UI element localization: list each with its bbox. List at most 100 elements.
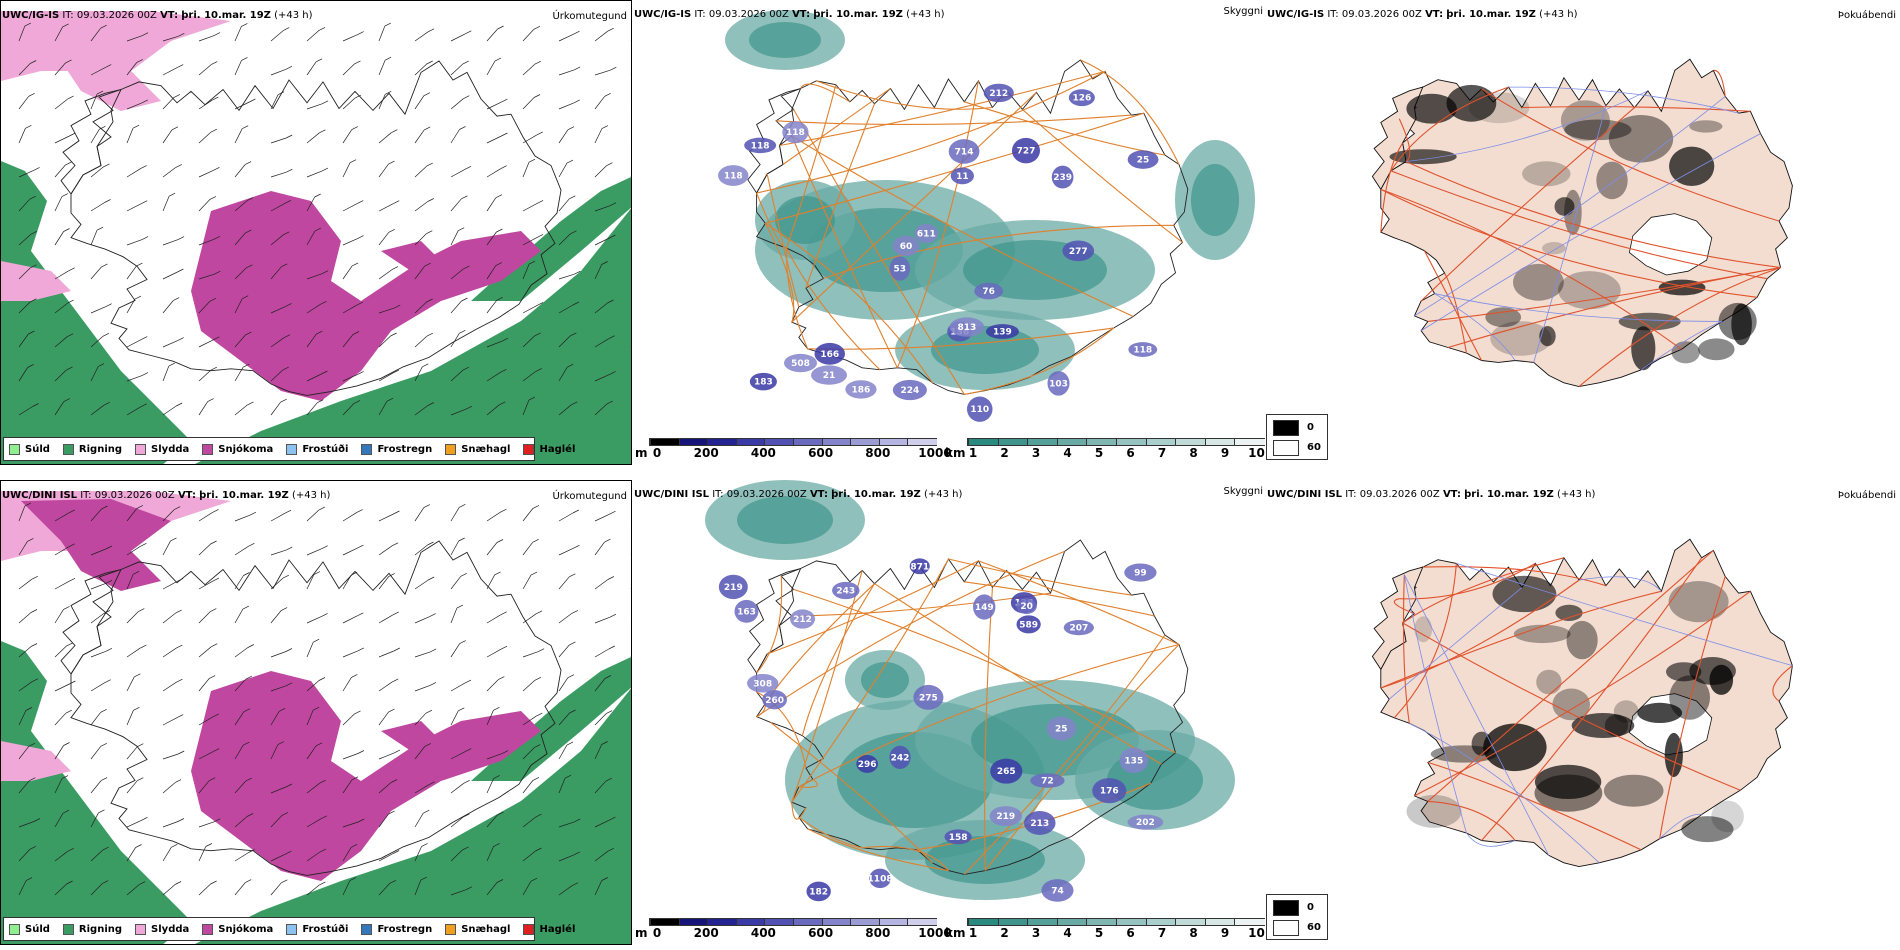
cloud-base-label: 118 <box>751 141 770 151</box>
wind-barbs <box>18 502 631 896</box>
ceiling-colorbar-segment <box>735 919 766 925</box>
visibility-tick-label: 7 <box>1157 446 1167 460</box>
cloud-base-blob <box>749 372 777 391</box>
fog-legend-swatch <box>1273 440 1299 456</box>
fog-blob <box>1689 120 1723 133</box>
rain-area-south <box>195 208 631 464</box>
legend-swatch <box>523 443 535 455</box>
fog-legend-swatch <box>1273 900 1299 916</box>
fog-map <box>1371 58 1793 388</box>
panel-header: UWC/DINI ISL IT: 09.03.2026 00Z VT: þri.… <box>2 490 330 501</box>
fog-blob <box>1406 93 1457 124</box>
it-label: IT: <box>80 490 92 501</box>
cloud-base-label: 76 <box>982 287 995 297</box>
fog-blob <box>1492 575 1557 613</box>
coastline-westfjords <box>747 567 802 674</box>
visibility-colorbar-segment <box>1027 439 1058 445</box>
sleet-area-west <box>1 741 71 781</box>
cloud-base-label: 813 <box>957 323 976 333</box>
it-label: IT: <box>712 489 724 500</box>
fog-blob <box>1604 714 1629 737</box>
cloud-base-label: 176 <box>1100 787 1119 797</box>
ceiling-tick-label: 400 <box>750 446 776 460</box>
rain-area-west <box>1 161 191 464</box>
fog-index-field <box>1389 84 1757 371</box>
fog-blob <box>1664 732 1683 778</box>
snow-area-east <box>381 721 441 751</box>
legend-label: Slydda <box>151 923 190 935</box>
visibility-tick-label: 3 <box>1031 926 1041 940</box>
legend-label: Snjókoma <box>218 923 274 935</box>
precip-type-panel: UWC/IG-IS IT: 09.03.2026 00Z VT: þri. 10… <box>0 0 632 465</box>
legend-label: Frostúði <box>302 923 349 935</box>
cloud-base-label: 118 <box>786 128 805 138</box>
legend-swatch <box>202 923 214 935</box>
cloud-base-label: 25 <box>1055 725 1068 735</box>
cloud-base-blob <box>973 594 996 620</box>
fog-blob <box>1539 326 1556 347</box>
visibility-tick-label: 7 <box>1157 926 1167 940</box>
lead-time: (+43 h) <box>1556 489 1596 500</box>
cloud-base-label: 242 <box>891 753 910 763</box>
cloud-base-blob <box>1046 716 1077 741</box>
legend-swatch <box>135 923 147 935</box>
visibility-tick-label: 9 <box>1220 446 1230 460</box>
legend-label: Frostregn <box>377 443 433 455</box>
river-network <box>1388 562 1793 864</box>
legend-swatch <box>9 443 20 455</box>
model-name: UWC/DINI ISL <box>634 489 710 500</box>
fog-blob <box>1709 664 1734 695</box>
visibility-tick-label: 2 <box>1000 926 1009 940</box>
land-area <box>1380 538 1793 868</box>
ceiling-colorbar-segment <box>878 439 909 445</box>
fog-blob <box>1552 688 1590 721</box>
ceiling-colorbar-segment <box>707 439 737 445</box>
legend-item: Snæhagl <box>445 443 511 455</box>
cloud-base-label: 212 <box>793 615 812 625</box>
vt-label: VT: <box>1442 489 1461 500</box>
fog-blob <box>1718 302 1757 341</box>
cloud-base-blob <box>889 745 911 770</box>
ceiling-colorbar: m 0 200 400 600 800 1000 <box>635 918 952 942</box>
land-area-westfjords <box>1371 566 1424 671</box>
cloud-base-blob <box>718 165 749 186</box>
fog-blob <box>1669 146 1715 186</box>
fog-blob <box>1560 100 1610 141</box>
precip-type-legend: Súld Rigning Slydda Snjókoma Frostúði Frostre… <box>3 917 575 941</box>
legend-item: Snjókoma <box>202 443 273 455</box>
fog-blob <box>1513 263 1564 301</box>
fog-blob <box>1603 774 1664 807</box>
legend-label: Frostregn <box>377 923 433 935</box>
vt-label: VT: <box>809 489 828 500</box>
visibility-tick-label: 4 <box>1063 446 1072 460</box>
ceiling-colorbar-segment <box>707 919 737 925</box>
cloud-base-label: 166 <box>820 350 839 360</box>
ceiling-colorbar-segment <box>764 439 794 445</box>
visibility-colorbar-segment <box>1056 439 1088 445</box>
ceiling-unit: m <box>635 926 648 940</box>
legend-item: Snjókoma <box>202 923 274 935</box>
ceiling-tick-label: 400 <box>750 926 776 940</box>
vt-label: VT: <box>177 490 196 501</box>
legend-swatch <box>445 923 457 935</box>
visibility-tick-label: 10 <box>1248 926 1265 940</box>
cloud-base-blob <box>1092 778 1127 804</box>
panel-header: UWC/IG-IS IT: 09.03.2026 00Z VT: þri. 10… <box>634 9 945 20</box>
fog-blob <box>1637 702 1683 723</box>
vt-label: VT: <box>160 10 179 21</box>
legend-label: Snæhagl <box>461 443 511 455</box>
legend-label: Frostúði <box>302 443 349 455</box>
ceiling-tick-label: 800 <box>865 926 891 940</box>
ceiling-colorbar-segment <box>850 919 880 925</box>
legend-swatch <box>286 923 298 935</box>
cloud-base-label: 1108 <box>868 874 893 884</box>
road-network <box>1380 69 1781 387</box>
sleet-area-west <box>1 261 71 301</box>
cloud-base-label: 25 <box>1137 156 1150 166</box>
visibility-colorbar-segment <box>1204 919 1236 925</box>
fog-blob <box>1389 149 1457 165</box>
ceiling-tick-label: 0 <box>652 926 662 940</box>
cloud-base-blob <box>909 558 930 575</box>
cloud-base-label: 275 <box>919 693 938 703</box>
cloud-base-label: 611 <box>917 229 936 239</box>
